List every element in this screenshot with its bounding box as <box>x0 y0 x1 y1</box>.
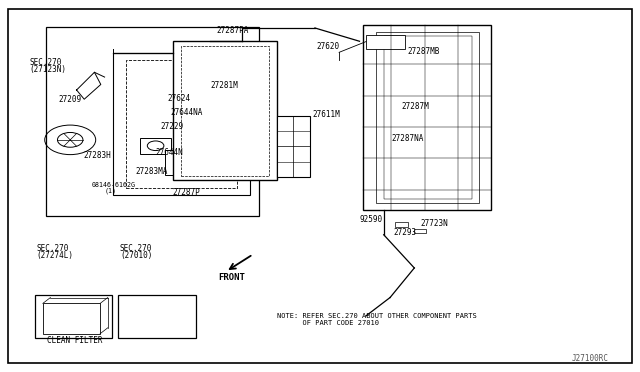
Text: 27644N: 27644N <box>156 148 183 157</box>
Text: (27010): (27010) <box>120 251 152 260</box>
Bar <box>113 53 250 195</box>
Text: 27283H: 27283H <box>83 151 111 160</box>
Bar <box>173 41 276 180</box>
Bar <box>46 27 259 215</box>
Text: SEC.270: SEC.270 <box>29 58 62 67</box>
Text: 27293: 27293 <box>394 228 417 237</box>
Text: 27287P: 27287P <box>172 188 200 197</box>
Text: 27723N: 27723N <box>420 219 449 228</box>
Text: 27611M: 27611M <box>312 109 340 119</box>
Text: (1): (1) <box>104 188 116 195</box>
Text: NOTE: REFER SEC.270 ABOUT OTHER COMPONENT PARTS: NOTE: REFER SEC.270 ABOUT OTHER COMPONEN… <box>276 313 476 319</box>
Text: (27274L): (27274L) <box>36 251 74 260</box>
Text: (27123N): (27123N) <box>29 65 67 74</box>
Text: 27620: 27620 <box>316 42 339 51</box>
Bar <box>384 36 472 199</box>
Text: J27100RC: J27100RC <box>572 354 609 363</box>
Text: 27287MB: 27287MB <box>408 47 440 56</box>
Text: FRONT: FRONT <box>219 273 246 282</box>
Bar <box>118 295 196 338</box>
Bar <box>140 138 171 154</box>
Text: 27281M: 27281M <box>211 81 238 90</box>
Bar <box>376 32 479 203</box>
Text: CLEAN FILTER: CLEAN FILTER <box>47 336 103 345</box>
Text: 27209: 27209 <box>59 95 82 104</box>
Text: OF PART CODE 27010: OF PART CODE 27010 <box>276 320 379 326</box>
Bar <box>35 295 112 338</box>
Text: 27644NA: 27644NA <box>170 108 203 118</box>
Bar <box>395 222 408 227</box>
Text: 27287M: 27287M <box>401 103 429 112</box>
Bar <box>165 150 189 175</box>
Text: 92590: 92590 <box>360 215 383 224</box>
Text: 27283MA: 27283MA <box>135 167 168 176</box>
Text: SEC.270: SEC.270 <box>36 244 69 253</box>
Bar <box>276 116 310 177</box>
Text: 27229: 27229 <box>161 122 184 131</box>
Bar <box>43 304 100 334</box>
Text: 27287NA: 27287NA <box>392 134 424 142</box>
Bar <box>414 229 426 233</box>
Text: 08146-6162G: 08146-6162G <box>92 182 136 187</box>
Bar <box>125 61 237 188</box>
Bar <box>181 46 269 176</box>
Text: 27287PA: 27287PA <box>217 26 249 35</box>
Text: 27624: 27624 <box>167 94 190 103</box>
Text: SEC.270: SEC.270 <box>120 244 152 253</box>
Bar <box>366 35 405 49</box>
Bar <box>364 25 491 210</box>
